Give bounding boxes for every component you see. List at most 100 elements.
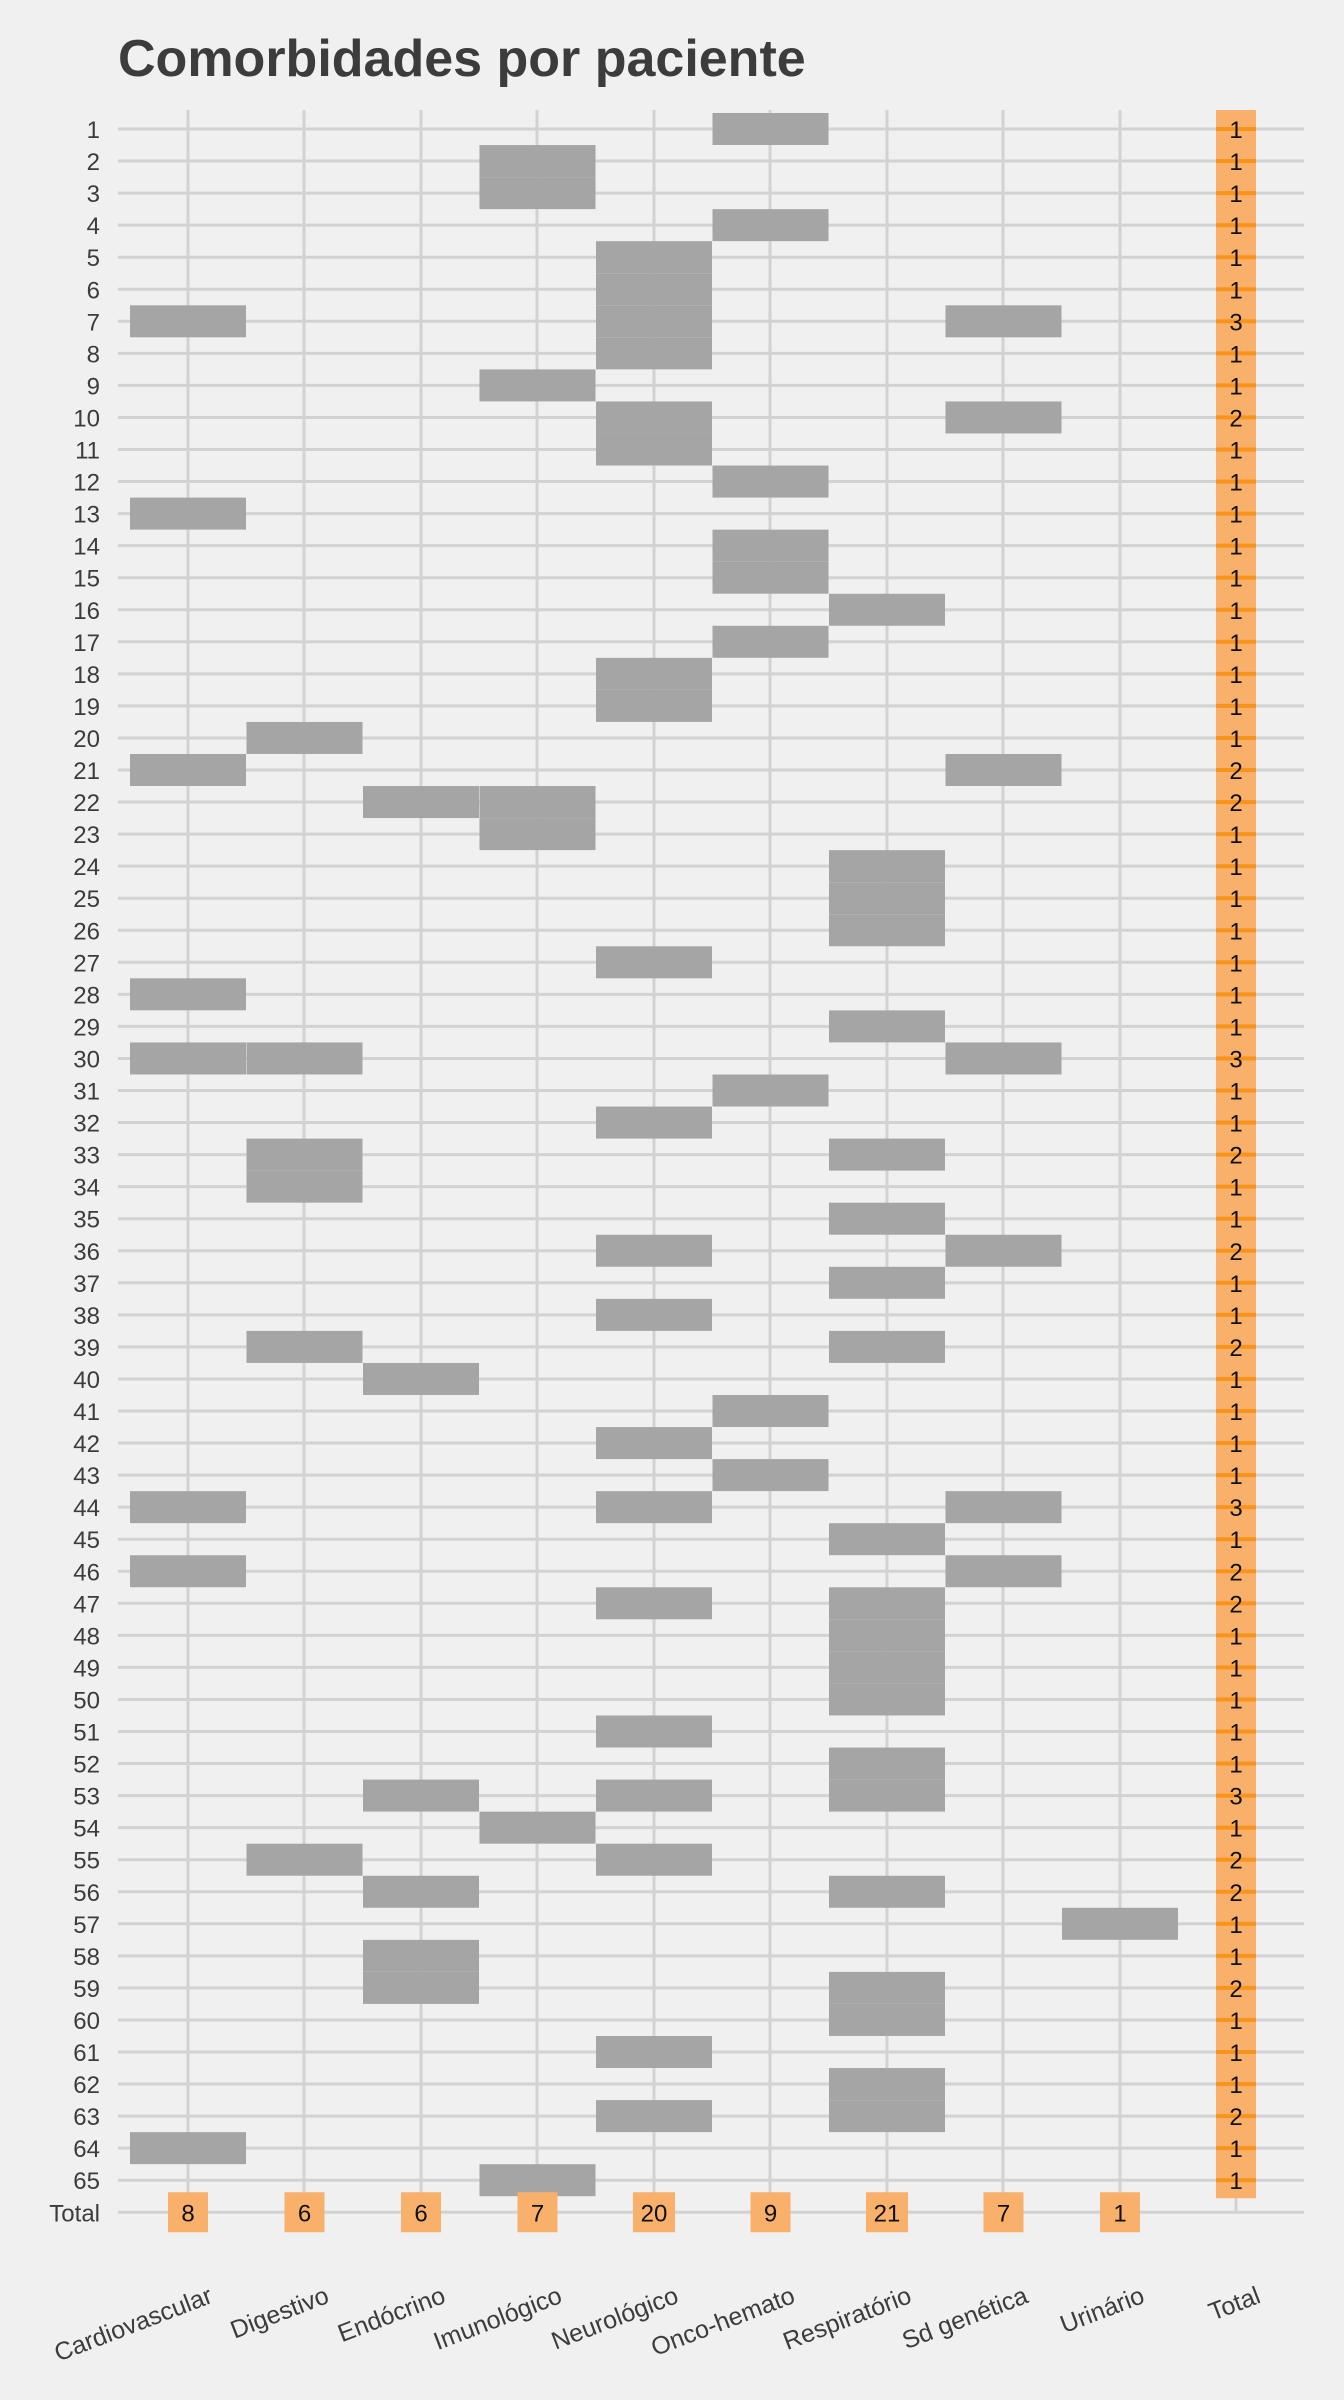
patient-tick-label: 15 xyxy=(73,566,100,593)
column-total-box xyxy=(866,2192,908,2233)
row-total-label: 2 xyxy=(1229,1335,1242,1362)
heatmap-cell xyxy=(829,1619,945,1652)
heatmap-cell xyxy=(596,337,712,370)
row-total-label: 3 xyxy=(1229,309,1242,336)
row-total-highlight xyxy=(1216,447,1256,452)
row-total-label: 1 xyxy=(1229,822,1242,849)
row-total-label: 1 xyxy=(1229,1014,1242,1041)
row-total-highlight xyxy=(1216,1697,1256,1702)
row-total-label: 1 xyxy=(1229,1463,1242,1490)
heatmap-cell xyxy=(829,1971,945,2004)
row-total-label: 2 xyxy=(1229,1239,1242,1266)
heatmap-cell xyxy=(945,754,1062,786)
patient-tick-label: 64 xyxy=(73,2136,100,2163)
heatmap-cell xyxy=(363,1362,479,1395)
patient-tick-label: 32 xyxy=(73,1111,100,1138)
row-total-label: 1 xyxy=(1229,341,1242,368)
row-total-label: 1 xyxy=(1229,1912,1242,1939)
column-total-box xyxy=(284,2192,325,2233)
heatmap-cell xyxy=(246,1330,363,1363)
row-total-highlight xyxy=(1216,800,1256,805)
row-total-label: 1 xyxy=(1229,694,1242,721)
heatmap-cell xyxy=(479,786,596,819)
patient-tick-label: 37 xyxy=(73,1271,100,1298)
row-total-highlight xyxy=(1216,1569,1256,1574)
heatmap-cell xyxy=(596,433,712,466)
heatmap-cell xyxy=(596,2100,712,2133)
patient-tick-label: 31 xyxy=(73,1079,100,1106)
row-total-label: 1 xyxy=(1229,950,1242,977)
row-total-highlight xyxy=(1216,1184,1256,1189)
chart-title: Comorbidades por paciente xyxy=(118,30,806,88)
row-total-highlight xyxy=(1216,832,1256,837)
row-total-highlight xyxy=(1216,1056,1256,1061)
heatmap-cell xyxy=(829,1747,945,1780)
heatmap-cell xyxy=(596,657,712,690)
row-total-label: 1 xyxy=(1229,117,1242,144)
heatmap-cell xyxy=(829,882,945,915)
row-total-label: 1 xyxy=(1229,502,1242,529)
heatmap-cell xyxy=(712,529,829,562)
patient-tick-label: 16 xyxy=(73,598,100,625)
heatmap-cell xyxy=(246,1843,363,1876)
heatmap-cell xyxy=(596,1843,712,1876)
row-total-highlight xyxy=(1216,1761,1256,1766)
heatmap-cell xyxy=(596,2036,712,2068)
patient-tick-label: 29 xyxy=(73,1014,100,1041)
patient-tick-label: 24 xyxy=(73,854,100,881)
row-total-highlight xyxy=(1216,2146,1256,2151)
heatmap-cell xyxy=(829,1138,945,1171)
row-total-highlight xyxy=(1216,1152,1256,1157)
row-total-label: 1 xyxy=(1229,534,1242,561)
heatmap-cell xyxy=(712,625,829,658)
heatmap-cell xyxy=(829,1587,945,1620)
patient-tick-label: 23 xyxy=(73,822,100,849)
heatmap-cell xyxy=(829,1010,945,1043)
row-total-label: 1 xyxy=(1229,918,1242,945)
row-total-highlight xyxy=(1216,2050,1256,2054)
heatmap-cell xyxy=(479,145,596,178)
column-total-box xyxy=(1100,2192,1140,2233)
heatmap-cell xyxy=(130,978,246,1011)
row-total-highlight xyxy=(1216,735,1256,740)
row-total-highlight xyxy=(1216,159,1256,164)
heatmap-cells xyxy=(130,113,1178,2197)
heatmap-cell xyxy=(596,1491,712,1524)
row-total-label: 2 xyxy=(1229,2104,1242,2131)
row-total-highlight xyxy=(1216,992,1256,997)
row-total-label: 1 xyxy=(1229,566,1242,593)
row-total-label: 1 xyxy=(1229,598,1242,625)
heatmap-cell xyxy=(363,1875,479,1908)
row-total-label: 1 xyxy=(1229,1720,1242,1747)
patient-tick-label: 54 xyxy=(73,1816,100,1843)
patient-tick-label: 25 xyxy=(73,886,100,913)
heatmap-cell xyxy=(829,1875,945,1908)
row-total-label: 1 xyxy=(1229,1752,1242,1779)
heatmap-cell xyxy=(945,1491,1062,1524)
patient-tick-label: 43 xyxy=(73,1463,100,1490)
patient-labels: 1234567891011121314151617181920212223242… xyxy=(49,117,100,2227)
row-total-highlight xyxy=(1216,287,1256,292)
heatmap-cell xyxy=(246,721,363,754)
heatmap-cell xyxy=(712,561,829,594)
row-total-highlight xyxy=(1216,768,1256,772)
heatmap-cell xyxy=(829,914,945,947)
row-total-highlight xyxy=(1216,1088,1256,1093)
row-total-highlight xyxy=(1216,1248,1256,1253)
patient-tick-label: 27 xyxy=(73,950,100,977)
heatmap-cell xyxy=(130,1042,246,1075)
row-total-highlight xyxy=(1216,896,1256,901)
row-total-highlight xyxy=(1216,1312,1256,1317)
row-total-highlight xyxy=(1216,1473,1256,1478)
row-total-highlight xyxy=(1216,1409,1256,1413)
row-total-highlight xyxy=(1216,255,1256,260)
row-total-label: 1 xyxy=(1229,277,1242,304)
patient-tick-label: 49 xyxy=(73,1655,100,1682)
patient-tick-label: 38 xyxy=(73,1303,100,1330)
row-total-label: 1 xyxy=(1229,373,1242,400)
row-total-highlight xyxy=(1216,1376,1256,1381)
column-total-box xyxy=(633,2192,675,2233)
heatmap-cell xyxy=(712,1395,829,1427)
patient-tick-label: 50 xyxy=(73,1687,100,1714)
row-total-highlight xyxy=(1216,2114,1256,2119)
